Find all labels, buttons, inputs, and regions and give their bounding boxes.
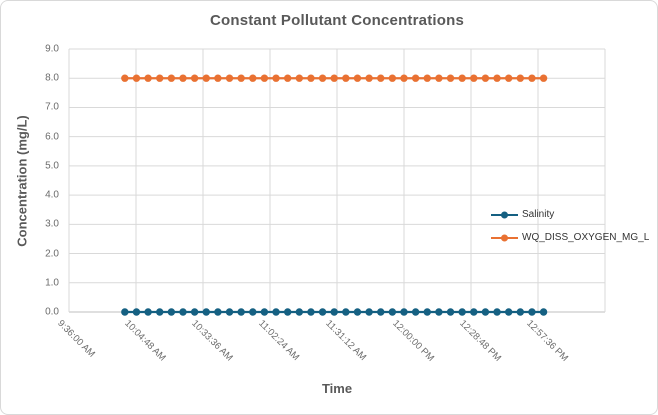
data-point-marker-wq_diss_oxygen_mg_l [283,74,292,82]
data-point-marker-wq_diss_oxygen_mg_l [342,74,350,82]
data-point-marker-wq_diss_oxygen_mg_l [272,74,280,82]
data-point-marker-salinity [388,308,397,316]
y-axis-title: Concentration (mg/L) [14,115,30,247]
data-point-marker-salinity [214,308,222,316]
data-point-marker-wq_diss_oxygen_mg_l [260,74,269,82]
data-point-marker-wq_diss_oxygen_mg_l [516,74,525,82]
data-point-marker-wq_diss_oxygen_mg_l [435,74,443,82]
data-point-marker-wq_diss_oxygen_mg_l [528,74,536,82]
data-point-marker-wq_diss_oxygen_mg_l [237,74,245,82]
data-point-marker-wq_diss_oxygen_mg_l [225,74,234,82]
data-point-marker-salinity [272,308,280,316]
x-axis-title: Time [321,381,353,396]
data-point-marker-salinity [307,308,315,316]
y-tick-label: 4.0 [45,189,59,201]
data-point-marker-salinity [318,308,327,316]
data-point-marker-salinity [342,308,350,316]
data-point-marker-wq_diss_oxygen_mg_l [411,74,420,82]
y-tick-label: 2.0 [45,248,59,260]
data-point-marker-wq_diss_oxygen_mg_l [156,74,164,82]
data-point-marker-salinity [260,308,269,316]
data-point-marker-salinity [225,308,234,316]
data-point-marker-salinity [493,308,501,316]
y-tick-label: 7.0 [45,101,59,113]
data-point-marker-wq_diss_oxygen_mg_l [377,74,385,82]
data-point-marker-wq_diss_oxygen_mg_l [365,74,373,82]
y-tick-label: 1.0 [45,277,59,289]
data-point-marker-wq_diss_oxygen_mg_l [295,74,304,82]
data-point-marker-wq_diss_oxygen_mg_l [423,74,431,82]
data-point-marker-salinity [156,308,164,316]
data-point-marker-salinity [377,308,385,316]
data-point-marker-salinity [190,308,199,316]
data-point-marker-wq_diss_oxygen_mg_l [388,74,397,82]
data-point-marker-salinity [365,308,373,316]
data-point-marker-salinity [516,308,525,316]
data-point-marker-wq_diss_oxygen_mg_l [318,74,327,82]
data-point-marker-wq_diss_oxygen_mg_l [179,74,187,82]
legend-line-marker-icon [491,234,518,241]
legend-label: WQ_DISS_OXYGEN_MG_L [522,232,650,243]
data-point-marker-salinity [295,308,304,316]
data-point-marker-salinity [539,308,548,316]
data-point-marker-wq_diss_oxygen_mg_l [249,74,257,82]
data-point-marker-wq_diss_oxygen_mg_l [400,74,408,82]
data-point-marker-wq_diss_oxygen_mg_l [132,74,141,82]
data-point-marker-salinity [283,308,292,316]
data-point-marker-wq_diss_oxygen_mg_l [144,74,152,82]
data-point-marker-wq_diss_oxygen_mg_l [167,74,176,82]
legend-label: Salinity [522,209,555,220]
data-point-marker-wq_diss_oxygen_mg_l [353,74,362,82]
data-point-marker-wq_diss_oxygen_mg_l [470,74,478,82]
data-point-marker-wq_diss_oxygen_mg_l [214,74,222,82]
legend-line-marker-icon [491,211,518,218]
data-point-marker-salinity [481,308,490,316]
data-point-marker-salinity [330,308,338,316]
data-point-marker-wq_diss_oxygen_mg_l [458,74,466,82]
data-point-marker-salinity [167,308,176,316]
data-point-marker-salinity [179,308,187,316]
y-tick-label: 5.0 [45,160,59,172]
data-point-marker-wq_diss_oxygen_mg_l [330,74,338,82]
data-point-marker-wq_diss_oxygen_mg_l [446,74,455,82]
y-tick-label: 6.0 [45,131,59,143]
y-tick-label: 0.0 [45,306,59,318]
data-point-marker-salinity [202,308,210,316]
data-point-marker-wq_diss_oxygen_mg_l [190,74,199,82]
data-point-marker-salinity [353,308,362,316]
data-point-marker-salinity [144,308,152,316]
y-tick-label: 3.0 [45,218,59,230]
chart-title: Constant Pollutant Concentrations [209,12,465,29]
data-point-marker-salinity [121,308,129,316]
y-tick-label: 8.0 [45,72,59,84]
data-point-marker-salinity [237,308,245,316]
data-point-marker-wq_diss_oxygen_mg_l [307,74,315,82]
data-point-marker-wq_diss_oxygen_mg_l [481,74,490,82]
data-point-marker-salinity [435,308,443,316]
data-point-marker-wq_diss_oxygen_mg_l [539,74,548,82]
legend-item-salinity[interactable]: Salinity [490,203,649,226]
data-point-marker-salinity [423,308,431,316]
data-point-marker-wq_diss_oxygen_mg_l [493,74,501,82]
data-point-marker-salinity [528,308,536,316]
data-point-marker-salinity [132,308,141,316]
data-point-marker-salinity [504,308,513,316]
data-point-marker-salinity [400,308,408,316]
data-point-marker-salinity [458,308,466,316]
data-point-marker-wq_diss_oxygen_mg_l [202,74,210,82]
data-point-marker-salinity [249,308,257,316]
data-point-marker-wq_diss_oxygen_mg_l [504,74,513,82]
data-point-marker-salinity [446,308,455,316]
data-point-marker-salinity [411,308,420,316]
y-tick-label: 9.0 [45,43,59,55]
legend: Salinity WQ_DISS_OXYGEN_MG_L [490,203,649,249]
data-point-marker-wq_diss_oxygen_mg_l [121,74,129,82]
legend-item-wq_diss_oxygen_mg_l[interactable]: WQ_DISS_OXYGEN_MG_L [490,226,649,249]
data-point-marker-salinity [470,308,478,316]
